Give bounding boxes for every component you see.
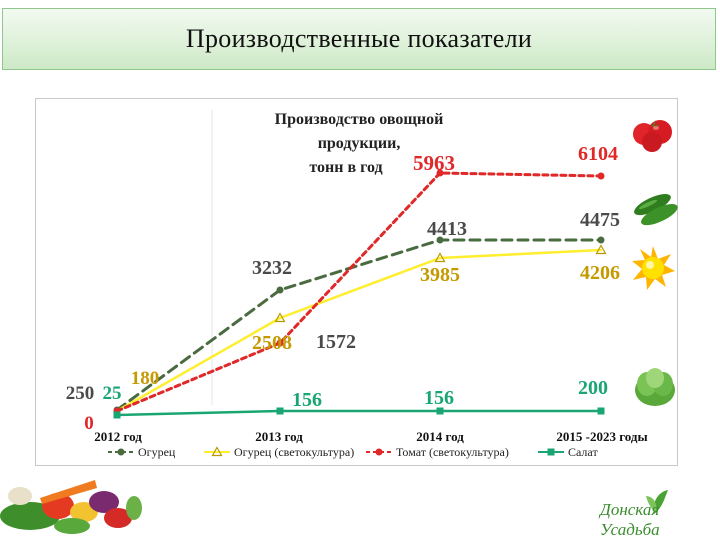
- data-label: 3232: [252, 257, 292, 279]
- series-point-салат: [436, 407, 444, 415]
- series-point-томат-светокультура: [276, 339, 284, 347]
- legend-swatch-marker: [117, 448, 125, 456]
- slide-header: Производственные показатели: [2, 8, 716, 70]
- lettuce-icon: [635, 368, 675, 406]
- series-point-огурец-светокультура: [595, 244, 607, 255]
- data-label: 2508: [252, 332, 292, 354]
- x-tick-layer: 2012 год 2013 год 2014 год 2015 -2023 годы: [94, 429, 647, 444]
- legend-item-салат: Салат: [538, 445, 598, 459]
- series-point-огурец-светокультура: [274, 312, 286, 323]
- chart-title-line: тонн в год: [309, 159, 382, 176]
- x-tick-label: 2013 год: [255, 429, 303, 444]
- series-line-огурец: [115, 238, 603, 412]
- vegetables-basket-icon: [0, 480, 142, 534]
- series-point-томат-светокультура: [436, 169, 444, 177]
- data-label: 0: [84, 413, 94, 434]
- legend-label: Огурец (светокультура): [234, 445, 354, 459]
- x-tick-label: 2012 год: [94, 429, 142, 444]
- slide-title: Производственные показатели: [185, 24, 533, 53]
- data-label: 180: [131, 368, 160, 389]
- chart-title: Производство овощной продукции, тонн в год: [275, 111, 444, 176]
- chart-title-line: Производство овощной: [275, 111, 444, 128]
- data-label: 200: [578, 377, 608, 399]
- legend-label: Огурец: [138, 445, 176, 459]
- data-label: 1572: [316, 331, 356, 353]
- logo-text: Донская Усадьба: [600, 500, 660, 539]
- legend-swatch-marker: [375, 448, 383, 456]
- series-point-салат: [113, 411, 121, 419]
- data-label: 4206: [580, 262, 620, 284]
- data-label: 3985: [420, 264, 460, 286]
- legend-item-огурец-светокультура: Огурец (светокультура): [204, 445, 354, 459]
- x-tick-label: 2014 год: [416, 429, 464, 444]
- series-layer: [115, 171, 603, 417]
- series-point-огурец: [276, 286, 284, 294]
- chart-title-line: продукции,: [318, 135, 401, 152]
- data-label: 156: [292, 389, 322, 411]
- data-label-layer: 250 25 180 0 3232 2508 1572 156 5963 4413 3985 156 6…: [66, 143, 620, 434]
- series-point-салат: [276, 407, 284, 415]
- series-point-салат: [597, 407, 605, 415]
- logo-leaf-icon: [646, 490, 668, 514]
- data-label: 25: [103, 383, 122, 404]
- x-tick-label: 2015 -2023 годы: [556, 429, 647, 444]
- series-point-огурец-светокультура: [434, 252, 446, 263]
- sun-icon: [632, 246, 675, 290]
- cucumber-icon: [634, 193, 678, 226]
- data-label: 156: [424, 387, 454, 409]
- chart-frame: [35, 98, 678, 466]
- series-line-салат: [115, 409, 603, 417]
- data-label: 250: [66, 383, 95, 404]
- data-label: 6104: [578, 143, 618, 165]
- legend-label: Томат (светокультура): [396, 445, 509, 459]
- legend-swatch-marker: [547, 448, 555, 456]
- series-line-огурец-светокультура: [115, 248, 603, 413]
- legend-label: Салат: [568, 445, 598, 459]
- data-label: 4475: [580, 209, 620, 231]
- series-point-огурец: [597, 236, 605, 244]
- legend-item-томат-светокультура: Томат (светокультура): [366, 445, 509, 459]
- legend-swatch-marker: [211, 446, 223, 457]
- legend: Огурец Огурец (светокультура) Томат (свето…: [108, 445, 598, 459]
- series-point-томат-светокультура: [597, 172, 605, 180]
- data-label: 5963: [413, 151, 455, 175]
- tomato-icon: [633, 120, 672, 152]
- series-line-томат-светокультура: [115, 171, 603, 413]
- series-point-огурец: [436, 236, 444, 244]
- marker-layer: [113, 169, 607, 419]
- legend-item-огурец: Огурец: [108, 445, 176, 459]
- data-label: 4413: [427, 218, 467, 240]
